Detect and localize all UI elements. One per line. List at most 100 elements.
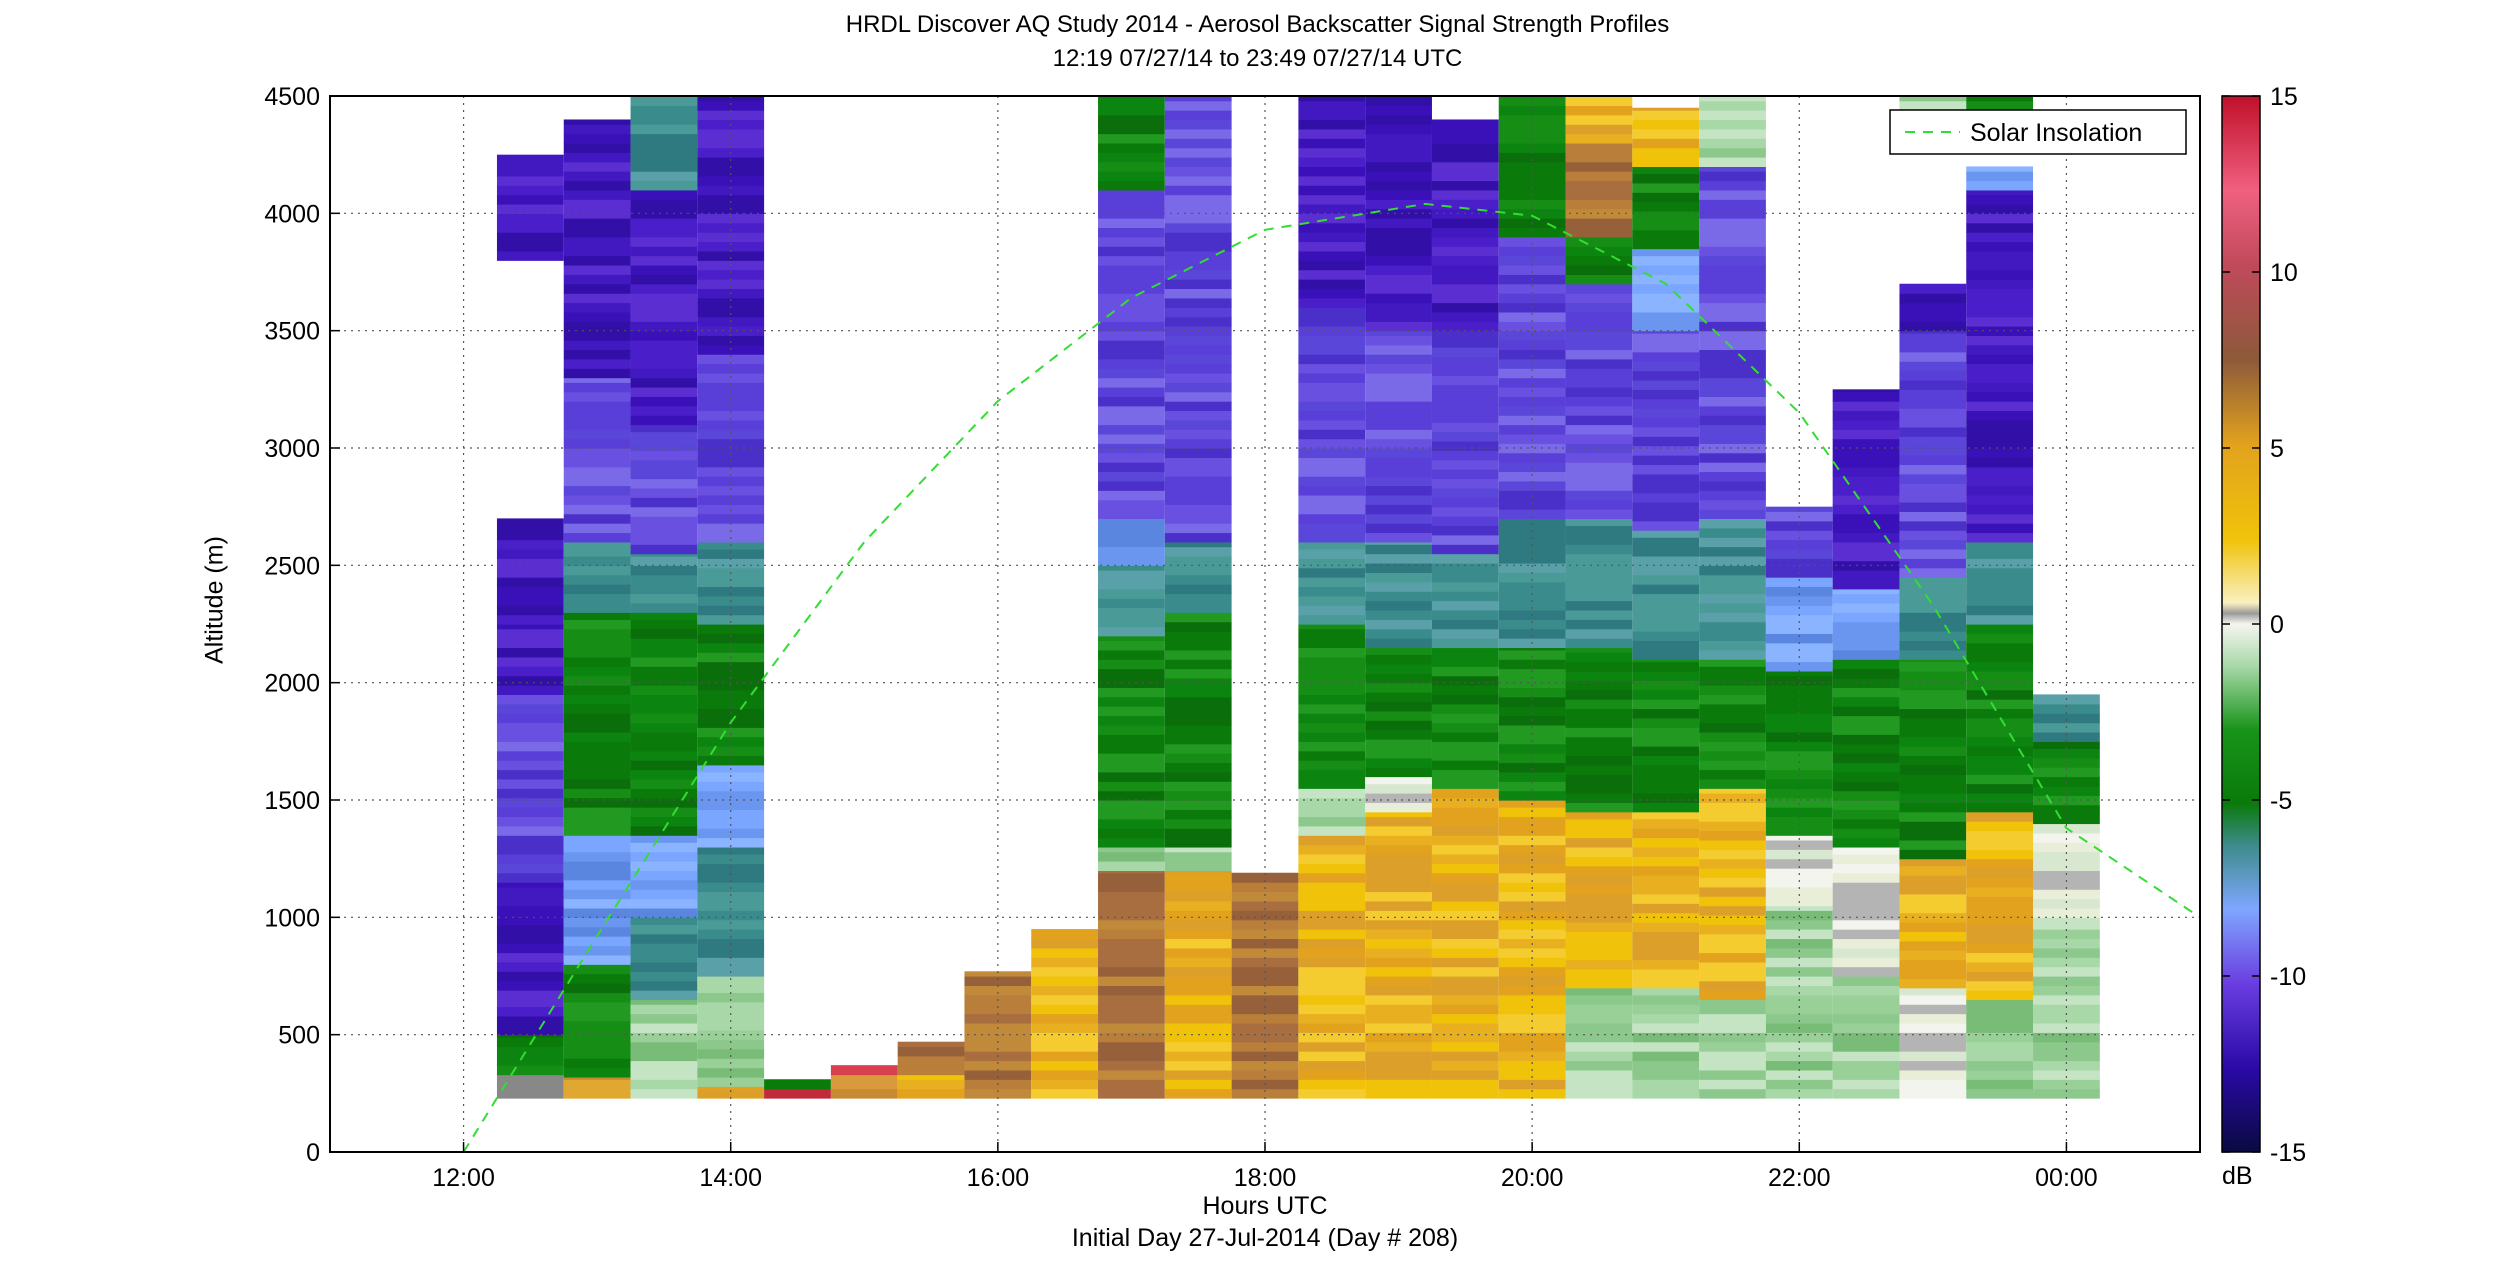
heatmap-cell <box>1565 893 1633 904</box>
heatmap-cell <box>563 264 631 275</box>
heatmap-cell <box>697 466 765 477</box>
heatmap-cell <box>1899 379 1967 390</box>
heatmap-cell <box>1164 891 1232 902</box>
heatmap-cell <box>1699 218 1766 229</box>
heatmap-cell <box>2033 1013 2100 1024</box>
heatmap-cell <box>1765 1004 1833 1015</box>
heatmap-cell <box>1899 792 1967 803</box>
heatmap-cell <box>1832 448 1900 458</box>
heatmap-cell <box>1899 1013 1967 1024</box>
heatmap-cell <box>1298 882 1366 893</box>
heatmap-cell <box>1164 448 1232 458</box>
heatmap-cell <box>1565 828 1633 839</box>
heatmap-cell <box>1431 274 1499 285</box>
heatmap-cell <box>496 530 564 541</box>
heatmap-cell <box>1098 283 1165 294</box>
heatmap-cell <box>563 1058 631 1069</box>
heatmap-cell <box>1565 856 1633 867</box>
heatmap-cell <box>1298 567 1366 578</box>
heatmap-cell <box>1899 548 1967 559</box>
heatmap-cell <box>1699 999 1766 1005</box>
heatmap-cell <box>1431 741 1499 752</box>
heatmap-cell <box>1098 626 1165 637</box>
heatmap-cell <box>1966 699 2034 710</box>
heatmap-cell <box>1565 471 1633 482</box>
heatmap-cell <box>2033 898 2100 909</box>
heatmap-cell <box>1699 971 1766 982</box>
heatmap-cell <box>1632 483 1700 494</box>
heatmap-cell <box>1632 717 1700 728</box>
heatmap-cell <box>630 424 698 433</box>
heatmap-cell <box>1565 114 1633 125</box>
heatmap-cell <box>630 274 698 285</box>
heatmap-cell <box>1632 530 1700 538</box>
heatmap-cell <box>1365 274 1432 285</box>
heatmap-cell <box>1699 471 1766 482</box>
heatmap-cell <box>1231 1013 1299 1024</box>
heatmap-cell <box>1632 659 1700 663</box>
heatmap-cell <box>1765 769 1833 780</box>
heatmap-cell <box>1832 743 1900 754</box>
heatmap-cell <box>1966 203 2034 214</box>
heatmap-cell <box>1164 743 1232 754</box>
heatmap-cell <box>1164 494 1232 505</box>
heatmap-cell <box>630 555 698 566</box>
heatmap-cell <box>1699 199 1766 210</box>
heatmap-cell <box>1565 950 1633 961</box>
heatmap-cell <box>1765 1032 1833 1043</box>
heatmap-cell <box>1164 410 1232 421</box>
heatmap-cell <box>496 518 564 522</box>
heatmap-cell <box>1966 279 2034 290</box>
heatmap-cell <box>1164 1069 1232 1080</box>
heatmap-cell <box>1365 628 1432 639</box>
heatmap-cell <box>1565 903 1633 914</box>
heatmap-cell <box>1098 929 1165 940</box>
heatmap-cell <box>1498 957 1566 968</box>
heatmap-cell <box>964 971 1032 977</box>
colorbar-tick-label: -10 <box>2270 963 2306 991</box>
heatmap-cell <box>496 222 564 233</box>
heatmap-cell <box>1298 532 1366 543</box>
heatmap-cell <box>1899 659 1967 663</box>
heatmap-cell <box>630 368 698 379</box>
heatmap-cell <box>563 917 631 928</box>
heatmap-cell <box>1365 391 1432 402</box>
heatmap-cell <box>1098 994 1165 1005</box>
heatmap-cell <box>1365 321 1432 332</box>
heatmap-cell <box>1966 933 2034 944</box>
heatmap-cell <box>1632 330 1700 334</box>
heatmap-cell <box>630 851 698 862</box>
heatmap-cell <box>1699 839 1766 850</box>
heatmap-cell <box>1632 1088 1700 1099</box>
heatmap-cell <box>1699 565 1766 576</box>
heatmap-cell <box>1632 893 1700 904</box>
heatmap-cell <box>1298 797 1366 808</box>
heatmap-cell <box>1699 480 1766 491</box>
heatmap-cell <box>1365 476 1432 487</box>
heatmap-cell <box>1565 661 1633 672</box>
heatmap-cell <box>1098 218 1165 229</box>
heatmap-cell <box>1632 828 1700 839</box>
heatmap-cell <box>1632 727 1700 738</box>
heatmap-cell <box>1164 401 1232 412</box>
heatmap-cell <box>1565 171 1633 182</box>
heatmap-cell <box>1298 1041 1366 1052</box>
heatmap-cell <box>1565 133 1633 144</box>
heatmap-cell <box>1966 980 2034 991</box>
heatmap-cell <box>1765 670 1833 677</box>
heatmap-cell <box>1098 142 1165 153</box>
heatmap-cell <box>1565 581 1633 592</box>
x-tick-label: 14:00 <box>699 1164 762 1192</box>
heatmap-cell <box>1632 670 1700 681</box>
heatmap-cell <box>1431 994 1499 1005</box>
heatmap-cell <box>1298 731 1366 742</box>
heatmap-cell <box>1966 830 2034 841</box>
heatmap-cell <box>1164 631 1232 642</box>
heatmap-cell <box>630 924 698 935</box>
heatmap-cell <box>1365 372 1432 383</box>
heatmap-cell <box>1365 218 1432 229</box>
heatmap-cell <box>697 307 765 318</box>
heatmap-cell <box>1098 537 1165 548</box>
heatmap-cell <box>1498 668 1566 679</box>
